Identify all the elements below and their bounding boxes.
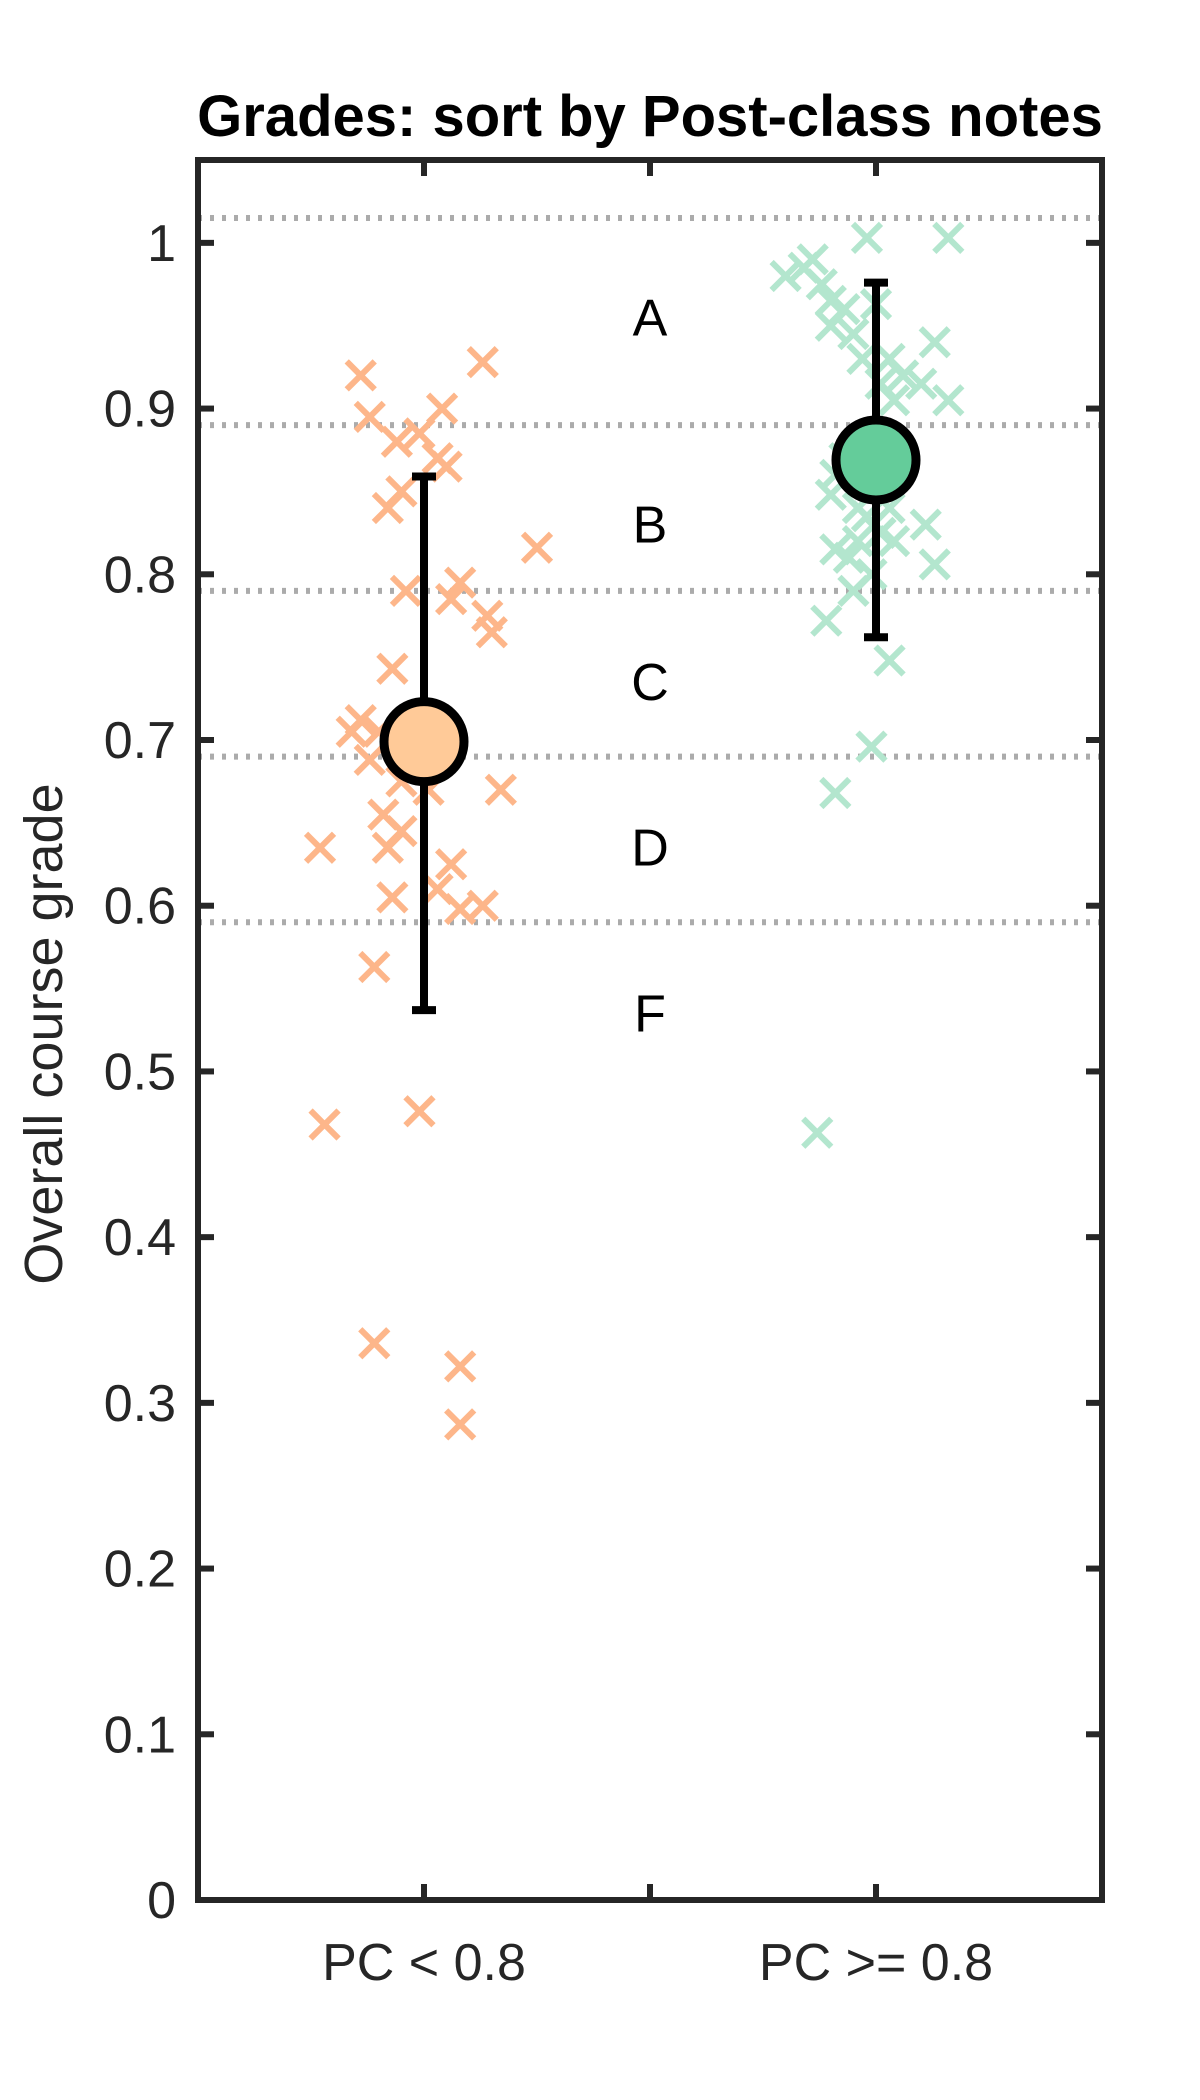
x-tick-label: PC < 0.8 [322,1934,526,1992]
y-tick-label: 0.7 [104,712,176,770]
grade-band-label: C [631,654,669,712]
data-point [769,259,802,293]
y-tick-label: 0.2 [104,1541,176,1599]
data-point [837,317,870,351]
grade-band-label: D [631,820,669,878]
y-tick-label: 0.8 [104,546,176,604]
grade-band-label: F [634,985,666,1043]
data-point [918,326,951,359]
axes [195,157,1105,1903]
data-point [846,342,879,375]
mean-marker [831,415,921,505]
data-point [353,743,386,777]
tick-labels: 0 0.1 0.2 0.3 0.4 0.5 0.6 0.7 0.8 0.9 1 PC < 0.8 PC … [104,215,993,1992]
data-point [353,400,386,433]
y-tick-label: 0.4 [104,1209,176,1267]
data-point [403,417,436,450]
mean-with-error-bar [831,278,921,642]
data-point [444,1350,477,1383]
data-point [344,359,377,392]
y-tick-label: 0.6 [104,878,176,936]
mean-with-error-bar [379,472,469,1015]
grade-band-labels: A B C D F [631,289,669,1043]
data-point [371,831,404,864]
data-point [475,616,508,649]
data-point [380,425,414,458]
data-point [335,715,368,748]
data-point [358,1327,391,1360]
data-point [358,950,391,984]
y-axis-label: Overall course grade [14,783,74,1284]
data-point [484,773,517,806]
data-point [932,384,965,417]
data-point [873,644,906,677]
data-point [403,1095,436,1128]
data-point [444,566,477,599]
data-point [909,508,942,541]
data-point [371,491,404,525]
x-tick-label: PC >= 0.8 [759,1934,993,1992]
data-point [905,367,938,400]
y-tick-label: 0.3 [104,1375,176,1433]
data-point [886,359,920,392]
grade-band-label: A [633,289,668,347]
data-point [832,541,866,574]
data-point [425,392,459,425]
chart-title: Grades: sort by Post-class notes [197,84,1103,149]
data-point [466,889,499,922]
data-point [855,730,888,763]
data-point [376,881,409,914]
data-point [918,548,951,581]
data-point [837,574,870,607]
y-tick-label: 0.9 [104,381,176,439]
data-point [434,583,468,616]
data-point [932,221,965,255]
data-point [877,525,911,558]
data-point [466,346,499,379]
data-point [434,848,468,881]
data-point [796,243,829,276]
data-point [814,309,847,342]
data-point [819,776,852,810]
y-tick-label: 1 [147,215,176,273]
mean-markers [379,278,921,1015]
mean-marker [379,697,469,787]
data-point [841,525,875,558]
y-tick-label: 0 [147,1872,176,1930]
data-point [430,450,463,483]
data-point [376,652,409,685]
data-point [444,1408,477,1441]
data-point [805,268,838,301]
data-point [850,221,884,255]
data-point [877,384,911,417]
data-point [810,604,843,637]
data-point [303,831,337,864]
y-tick-label: 0.1 [104,1706,176,1764]
data-point [801,1116,834,1149]
data-point [308,1108,341,1141]
y-tick-label: 0.5 [104,1043,176,1101]
grade-band-label: B [633,497,668,555]
data-point [389,574,423,607]
data-point [520,531,554,564]
